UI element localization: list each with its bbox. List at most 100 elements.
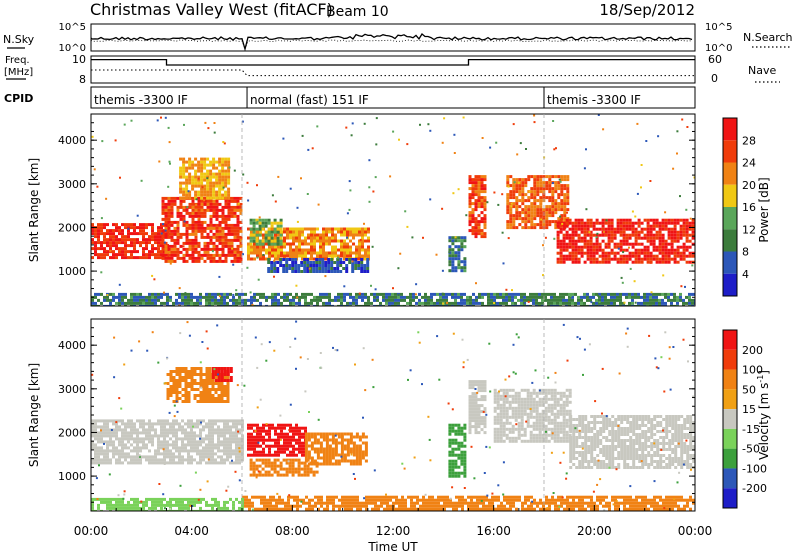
data-cell [203, 250, 207, 254]
data-cell [181, 425, 184, 429]
data-cell [164, 232, 168, 236]
data-cell [535, 295, 538, 299]
data-cell [223, 431, 226, 435]
data-cell [340, 441, 344, 445]
data-cell [200, 208, 204, 212]
data-cell [318, 270, 322, 273]
data-cell [631, 301, 634, 305]
data-cell [512, 184, 516, 188]
data-cell [267, 267, 271, 270]
data-cell [436, 301, 439, 305]
data-cell [121, 449, 124, 453]
data-cell [94, 253, 97, 257]
data-cell [169, 461, 172, 465]
data-cell [232, 419, 235, 423]
data-cell [194, 214, 198, 218]
data-cell [222, 186, 225, 189]
data-cell [258, 239, 262, 243]
data-cell [139, 419, 142, 423]
data-cell [292, 248, 295, 252]
data-cell [518, 178, 522, 182]
data-cell [310, 292, 313, 296]
data-cell [97, 461, 100, 465]
data-cell [223, 440, 226, 444]
data-cell [527, 226, 531, 230]
data-cell [295, 239, 298, 243]
data-cell [169, 455, 172, 459]
data-cell [468, 404, 472, 408]
data-cell [327, 267, 331, 270]
data-cell [170, 199, 174, 203]
data-cell [559, 248, 563, 252]
data-cell [236, 223, 240, 227]
data-cell [585, 208, 588, 211]
data-cell [358, 456, 362, 460]
data-cell [94, 428, 97, 432]
data-cell [235, 449, 238, 453]
data-cell [235, 428, 238, 432]
data-cell [340, 230, 343, 234]
data-cell [349, 248, 352, 252]
data-cell [391, 298, 394, 302]
data-cell [477, 193, 481, 197]
data-cell [233, 226, 237, 230]
data-cell [235, 301, 238, 305]
data-cell [358, 295, 361, 299]
data-cell [233, 235, 237, 239]
data-cell [154, 452, 157, 456]
data-cell [236, 247, 240, 251]
data-cell [346, 230, 349, 234]
data-cell [282, 473, 286, 477]
data-cell [161, 235, 165, 239]
data-cell [301, 295, 304, 299]
data-cell [561, 222, 564, 225]
data-cell [595, 298, 598, 302]
data-cell [601, 254, 605, 258]
data-cell [223, 388, 227, 391]
data-cell [559, 221, 563, 225]
data-cell [493, 304, 496, 306]
data-cell [209, 181, 213, 185]
data-cell [454, 239, 458, 243]
data-cell [273, 464, 277, 468]
data-cell [224, 223, 228, 227]
data-cell [511, 292, 514, 296]
data-cell [640, 251, 644, 255]
data-cell [524, 205, 528, 209]
data-cell [604, 230, 608, 234]
data-cell [203, 253, 207, 257]
data-cell [291, 464, 295, 468]
data-cell [255, 236, 259, 240]
data-cell [173, 196, 177, 200]
data-cell [261, 458, 265, 462]
data-cell [169, 452, 172, 456]
data-cell [97, 238, 100, 242]
data-cell [103, 449, 106, 453]
data-cell [328, 251, 331, 255]
data-cell [601, 233, 605, 237]
data-cell [264, 218, 268, 222]
data-cell [253, 435, 256, 439]
data-cell [235, 425, 238, 429]
data-cell [346, 438, 350, 442]
data-cell [273, 467, 277, 471]
data-cell [196, 422, 199, 426]
data-cell [123, 123, 126, 126]
data-cell [221, 250, 225, 254]
data-cell [518, 214, 522, 218]
data-cell [667, 257, 671, 261]
data-cell [533, 121, 536, 124]
data-cell [91, 247, 94, 251]
data-cell [691, 230, 695, 234]
data-cell [239, 202, 243, 206]
data-cell [558, 178, 561, 181]
data-cell [133, 250, 136, 254]
data-cell [197, 256, 201, 260]
data-cell [528, 190, 531, 193]
data-cell [285, 461, 289, 465]
data-cell [175, 373, 179, 376]
data-cell [157, 226, 160, 230]
data-cell [688, 224, 692, 228]
cpid-segment-label: themis -3300 IF [547, 93, 641, 107]
data-cell [361, 450, 365, 454]
